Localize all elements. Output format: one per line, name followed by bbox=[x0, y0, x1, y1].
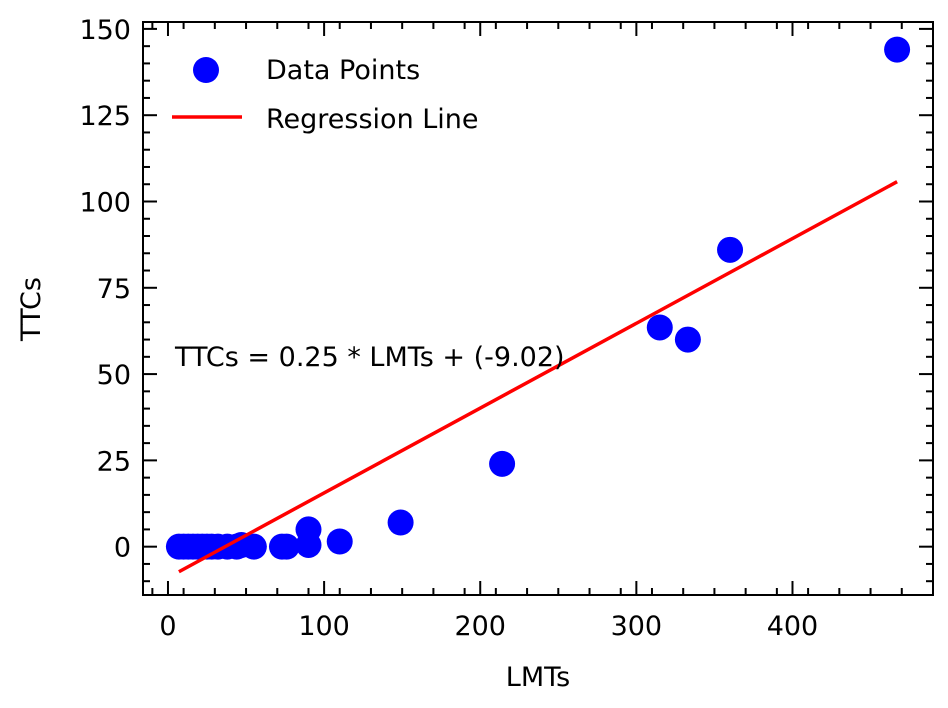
plot-area bbox=[165, 36, 911, 574]
regression-line bbox=[178, 180, 898, 574]
x-tick-labels: 0 100 200 300 400 bbox=[159, 611, 818, 642]
legend-marker-data-points bbox=[193, 57, 219, 83]
regression-equation: TTCs = 0.25 * LMTs + (-9.02) bbox=[174, 342, 565, 373]
data-point-17 bbox=[326, 528, 353, 555]
data-point-14 bbox=[273, 533, 300, 560]
y-tick-label: 50 bbox=[97, 360, 131, 391]
y-tick-label: 100 bbox=[79, 187, 131, 218]
x-tick-label: 0 bbox=[159, 611, 176, 642]
legend: Data Points Regression Line bbox=[172, 55, 479, 135]
y-axis-label: TTCs bbox=[16, 277, 47, 342]
y-tick-label: 150 bbox=[79, 15, 131, 46]
data-point-23 bbox=[884, 36, 911, 63]
x-tick-label: 100 bbox=[298, 611, 350, 642]
y-tick-label: 75 bbox=[97, 274, 131, 305]
legend-label-data-points: Data Points bbox=[266, 55, 420, 86]
y-tick-label: 0 bbox=[114, 533, 131, 564]
x-axis-label: LMTs bbox=[506, 662, 570, 693]
data-point-16 bbox=[295, 516, 322, 543]
y-tick-labels: 0 25 50 75 100 125 150 bbox=[79, 15, 131, 564]
legend-label-regression-line: Regression Line bbox=[266, 104, 479, 135]
data-point-12 bbox=[240, 533, 267, 560]
data-point-21 bbox=[674, 326, 701, 353]
axis-ticks bbox=[143, 22, 934, 595]
data-point-19 bbox=[489, 450, 516, 477]
y-tick-label: 25 bbox=[97, 446, 131, 477]
x-tick-label: 400 bbox=[767, 611, 819, 642]
plot-frame bbox=[142, 21, 934, 596]
data-point-22 bbox=[717, 236, 744, 263]
x-tick-label: 300 bbox=[611, 611, 663, 642]
data-point-20 bbox=[646, 314, 673, 341]
x-tick-label: 200 bbox=[454, 611, 506, 642]
data-point-18 bbox=[387, 509, 414, 536]
y-tick-label: 125 bbox=[79, 101, 131, 132]
